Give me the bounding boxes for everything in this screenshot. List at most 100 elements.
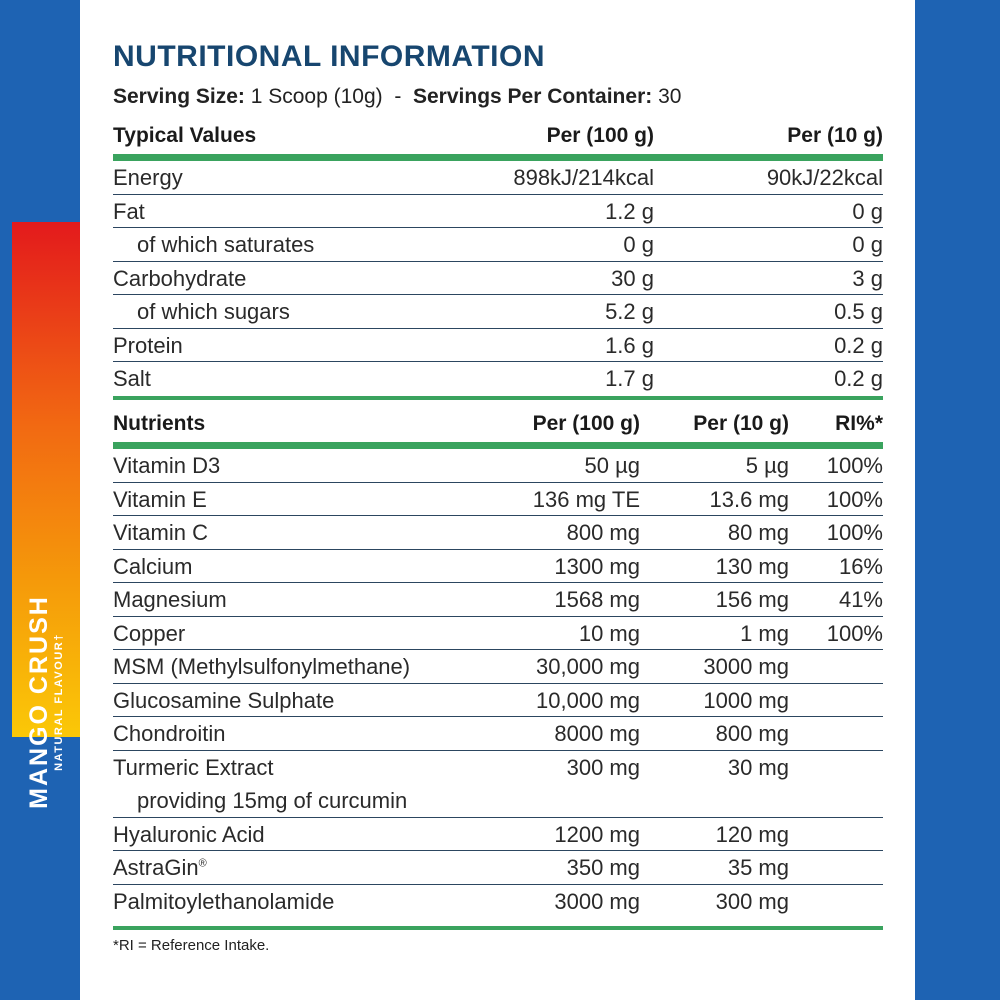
page-title: NUTRITIONAL INFORMATION: [113, 40, 546, 73]
servings-per-container-label: Servings Per Container:: [413, 85, 653, 108]
value-per-100g: 8000 mg: [554, 721, 640, 746]
nutrient-name: Vitamin D3: [113, 453, 220, 479]
value-per-100g: 1.7 g: [605, 366, 654, 391]
nutrient-name-text: Copper: [113, 620, 186, 646]
value-per-100g: 50 µg: [584, 453, 641, 478]
registered-mark: ®: [198, 857, 207, 870]
nutrient-name-text: Vitamin D3: [113, 453, 221, 478]
table-row: Calcium 1300 mg 130 mg 16%: [113, 550, 883, 583]
nutrient-name-text: MSM (Methylsulfonylmethane): [113, 654, 411, 679]
typical-values-table: Typical Values Per (100 g) Per (10 g) En…: [113, 118, 883, 400]
value-per-10g: 3 g: [852, 265, 883, 291]
nutrient-name: Palmitoylethanolamide: [113, 889, 334, 915]
table-row: Fat 1.2 g 0 g: [113, 195, 883, 228]
table-row: Salt 1.7 g 0.2 g: [113, 362, 883, 396]
nutrient-name-text: AstraGin: [113, 855, 199, 880]
footnote: *RI = Reference Intake.: [113, 937, 270, 954]
value-per-100g: 3000 mg: [554, 888, 640, 914]
nutrient-name: Turmeric Extract: [113, 755, 274, 781]
table-row: Vitamin D3 50 µg 5 µg 100%: [113, 449, 883, 483]
value-per-100g: 30 g: [611, 265, 654, 291]
value-per-100g: 800 mg: [566, 520, 640, 545]
value-per-10g: 90kJ/22kcal: [766, 165, 883, 190]
nutrient-name: Salt: [113, 366, 151, 391]
nutrient-name-text: Palmitoylethanolamide: [113, 888, 335, 914]
table-row: of which sugars 5.2 g 0.5 g: [113, 295, 883, 329]
nutrient-name-text: Hyaluronic Acid: [113, 821, 265, 847]
header-per-10g: Per (10 g): [787, 124, 883, 147]
value-per-10g: 0 g: [852, 198, 883, 224]
flavour-subtitle: NATURAL FLAVOUR†: [53, 633, 65, 771]
table-row: AstraGin® 350 mg 35 mg: [113, 851, 883, 885]
nutrient-name: Chondroitin: [113, 721, 226, 747]
flavour-name: MANGO CRUSH: [25, 595, 53, 809]
nutrient-name: Protein: [113, 332, 183, 358]
value-per-100g: 1.2 g: [605, 198, 654, 224]
table-row: Copper 10 mg 1 mg 100%: [113, 617, 883, 650]
value-per-100g: 1568 mg: [554, 587, 640, 612]
value-per-100g: 5.2 g: [605, 299, 654, 324]
header-per-100g: Per (100 g): [546, 124, 654, 147]
value-per-100g: 136 mg TE: [532, 486, 640, 512]
value-ri: 16%: [838, 553, 883, 579]
value-per-10g: 3000 mg: [703, 654, 789, 679]
value-per-10g: 300 mg: [715, 888, 789, 914]
nutrient-subtext: providing 15mg of curcumin: [137, 787, 408, 813]
value-per-10g: 0.2 g: [834, 332, 883, 358]
flavour-tab: MANGO CRUSH NATURAL FLAVOUR†: [12, 222, 80, 809]
value-per-100g: 300 mg: [566, 754, 640, 780]
value-per-10g: 0.5 g: [834, 299, 883, 324]
nutrient-name: Magnesium: [113, 587, 227, 613]
nutrient-name: Energy: [113, 165, 183, 190]
nutrient-name-text: Vitamin E: [113, 486, 207, 512]
value-per-100g: 1200 mg: [554, 821, 640, 847]
value-ri: 100%: [826, 486, 883, 512]
value-ri: 41%: [838, 587, 883, 612]
table-row: Energy 898kJ/214kcal 90kJ/22kcal: [113, 161, 883, 195]
value-per-10g: 80 mg: [727, 520, 789, 545]
value-per-10g: 35 mg: [727, 855, 789, 880]
table-header: Typical Values Per (100 g) Per (10 g): [113, 118, 883, 161]
table-row: Palmitoylethanolamide 3000 mg 300 mg: [113, 885, 883, 919]
value-per-100g: 10 mg: [578, 620, 640, 646]
value-per-10g: 130 mg: [715, 553, 789, 579]
servings-per-container-value: 30: [658, 85, 682, 108]
header-per-100g: Per (100 g): [532, 412, 640, 435]
nutrient-name-text: Vitamin C: [113, 520, 208, 545]
nutrient-name: Vitamin E: [113, 487, 207, 513]
table-row: MSM (Methylsulfonylmethane) 30,000 mg 3000…: [113, 650, 883, 684]
nutrient-name: MSM (Methylsulfonylmethane): [113, 654, 410, 680]
value-per-100g: 898kJ/214kcal: [513, 165, 654, 190]
nutrient-name-text: Turmeric Extract: [113, 754, 274, 780]
value-ri: 100%: [826, 620, 883, 646]
header-nutrients: Nutrients: [113, 412, 206, 435]
nutrient-name-text: Glucosamine Sulphate: [113, 687, 335, 713]
serving-separator: -: [394, 85, 402, 108]
nutrients-table: Nutrients Per (100 g) Per (10 g) RI%* Vi…: [113, 406, 883, 918]
value-per-100g: 30,000 mg: [536, 654, 640, 679]
value-per-10g: 13.6 mg: [709, 486, 790, 512]
header-ri: RI%*: [835, 412, 883, 435]
nutrient-name: AstraGin®: [113, 855, 207, 881]
value-per-100g: 0 g: [623, 232, 654, 257]
serving-size-value: 1 Scoop (10g): [250, 85, 383, 108]
value-per-10g: 0.2 g: [834, 366, 883, 391]
nutrient-name: Calcium: [113, 554, 192, 580]
value-per-10g: 120 mg: [715, 821, 789, 847]
value-per-100g: 1.6 g: [605, 332, 654, 358]
nutrient-name-text: Calcium: [113, 553, 193, 579]
table-header: Nutrients Per (100 g) Per (10 g) RI%*: [113, 406, 883, 449]
nutrient-name: of which sugars: [137, 299, 290, 324]
table-row: Turmeric Extract providing 15mg of curcum…: [113, 751, 883, 818]
table-row: of which saturates 0 g 0 g: [113, 228, 883, 262]
value-per-10g: 5 µg: [745, 453, 789, 478]
label-panel: [80, 0, 915, 1000]
value-per-100g: 10,000 mg: [536, 687, 640, 713]
value-per-10g: 800 mg: [715, 721, 789, 746]
table-row: Vitamin C 800 mg 80 mg 100%: [113, 516, 883, 550]
header-typical-values: Typical Values: [113, 124, 257, 147]
table-row: Protein 1.6 g 0.2 g: [113, 329, 883, 362]
nutrient-name: Vitamin C: [113, 520, 208, 546]
value-ri: 100%: [826, 520, 883, 545]
value-per-100g: 350 mg: [566, 855, 640, 880]
